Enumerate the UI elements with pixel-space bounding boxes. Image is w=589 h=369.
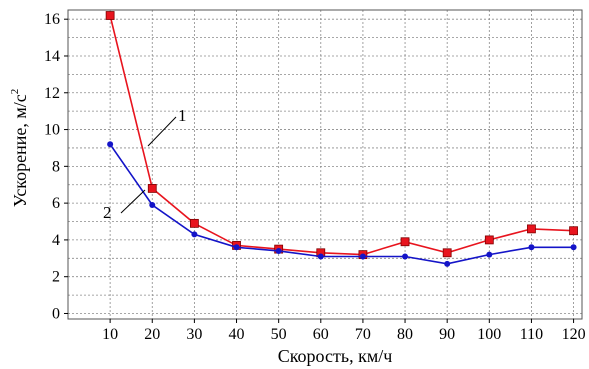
y-tick-label: 4 [52,232,60,249]
x-axis-label: Скорость, км/ч [278,346,393,366]
y-axis-label: Ускорение, м/с2 [9,89,30,208]
y-tick-label: 2 [52,269,60,286]
series-1-point [569,226,578,236]
series-2-point [107,141,114,148]
series-2-point [528,244,535,251]
x-tick-label: 10 [102,326,118,343]
plot-frame [67,9,583,320]
series-2-point [149,201,156,208]
annotation-1-label: 1 [178,106,187,125]
y-tick-label: 0 [52,305,60,322]
y-tick-label: 14 [44,48,60,65]
series-2-point [486,251,493,258]
series-1-point [147,184,157,193]
x-tick-label: 70 [355,326,371,343]
y-axis-label-text: Ускорение, м/с [10,94,30,207]
series-1-line [109,15,574,256]
series-2-point [402,253,409,260]
series-2-point [444,260,451,267]
y-tick-label: 16 [44,11,60,28]
y-axis-label-superscript: 2 [9,89,21,95]
x-tick-label: 50 [271,326,287,343]
x-axis-ticks: 10 20 30 40 50 60 70 80 90 100 110 120 [102,319,586,343]
series-2-point [233,244,240,251]
x-tick-label: 40 [229,326,245,343]
series-2-point [317,253,324,260]
series-2-point [570,244,577,251]
y-tick-label: 12 [44,85,60,102]
y-axis-ticks: 0 2 4 6 8 10 12 14 16 [44,11,68,322]
series-1-point [189,218,199,228]
x-tick-label: 80 [397,326,413,343]
x-tick-label: 20 [144,326,160,343]
series-1-point [484,235,494,245]
y-tick-label: 6 [52,195,60,212]
series-1-point [527,224,536,234]
annotation-2-label: 2 [103,203,112,222]
series-group [105,11,578,267]
x-tick-label: 120 [562,326,586,343]
series-2-point [359,253,366,260]
x-tick-label: 30 [186,326,202,343]
x-tick-label: 110 [520,326,543,343]
annotation-2-leader [120,189,146,214]
series-2-point [191,231,198,238]
x-tick-label: 60 [313,326,329,343]
x-tick-label: 100 [477,326,501,343]
series-1-point [442,248,452,258]
series-1-point [105,11,115,20]
y-tick-label: 8 [52,158,60,175]
grid [68,10,582,319]
y-tick-label: 10 [44,122,60,139]
series-1-point [400,237,410,247]
series-2-point [275,247,282,254]
annotation-1-leader [147,116,177,147]
series-2-line [109,143,574,265]
x-tick-label: 90 [439,326,455,343]
